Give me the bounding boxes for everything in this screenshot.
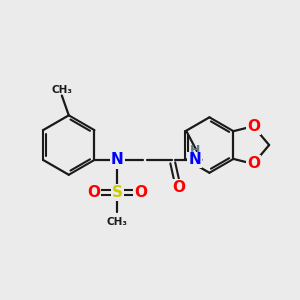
Text: O: O	[247, 119, 260, 134]
Text: O: O	[247, 156, 260, 171]
Text: CH₃: CH₃	[51, 85, 72, 94]
Text: O: O	[87, 185, 100, 200]
Text: O: O	[135, 185, 148, 200]
Text: S: S	[112, 185, 123, 200]
Text: H: H	[189, 145, 200, 158]
Text: N: N	[111, 152, 124, 167]
Text: O: O	[172, 180, 185, 195]
Text: N: N	[188, 152, 201, 167]
Text: CH₃: CH₃	[107, 218, 128, 227]
